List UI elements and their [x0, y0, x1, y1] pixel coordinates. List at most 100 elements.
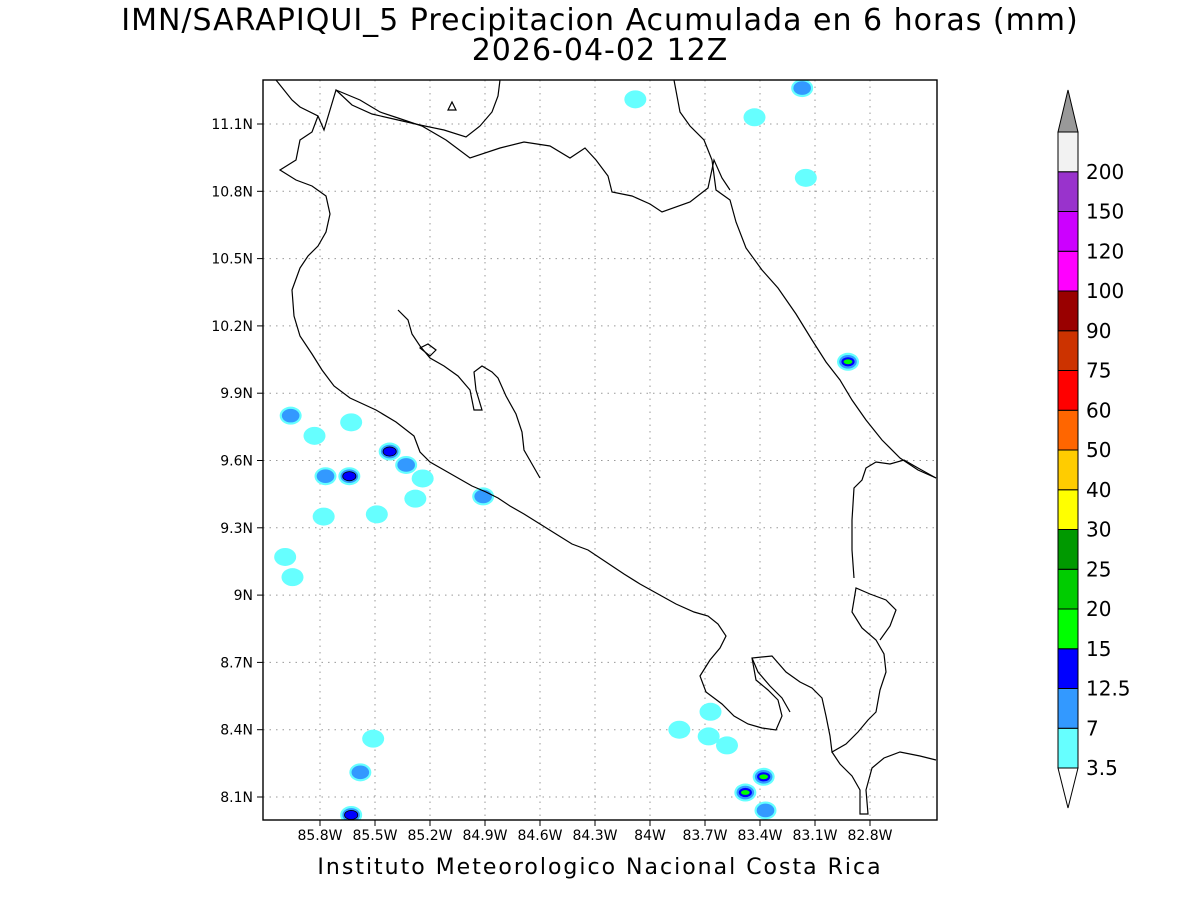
lat-tick-label: 9.9N: [220, 386, 253, 402]
colorbar-swatch: [1057, 529, 1079, 570]
precip-contour-3_5: [281, 568, 304, 587]
precip-contour-15: [843, 359, 853, 365]
precip-cell: [404, 489, 427, 508]
lon-tick-label: 85.5W: [352, 828, 397, 844]
precip-contour-3_5: [743, 108, 766, 127]
map-title: IMN/SARAPIQUI_5 Precipitacion Acumulada …: [121, 3, 1079, 38]
colorbar-label: 50: [1086, 438, 1111, 462]
lon-tick-label: 84.3W: [572, 828, 617, 844]
precip-contour-3_5: [274, 547, 297, 566]
precip-cell: [303, 426, 326, 445]
lat-tick-label: 8.4N: [220, 723, 253, 739]
precip-cell: [794, 168, 817, 187]
lat-tick-label: 10.2N: [211, 319, 253, 335]
lat-tick-label: 8.1N: [220, 790, 253, 806]
lon-tick-label: 83.7W: [682, 828, 727, 844]
lon-tick-label: 84W: [634, 828, 666, 844]
colorbar-swatch: [1057, 131, 1079, 173]
precip-cell: [668, 720, 691, 739]
precipitation-layer: [274, 80, 859, 820]
precip-contour-7: [351, 765, 370, 780]
colorbar-label: 20: [1086, 597, 1111, 621]
map-date-subtitle: 2026-04-02 12Z: [471, 33, 729, 68]
precip-cell: [716, 736, 738, 755]
precip-contour-12_5: [344, 809, 359, 820]
precip-contour-3_5: [340, 413, 363, 432]
lon-tick-label: 83.1W: [792, 828, 837, 844]
colorbar-swatch: [1057, 290, 1079, 332]
lon-tick-label: 85.2W: [407, 828, 452, 844]
island-outline: [447, 100, 457, 111]
lat-lon-grid: [263, 80, 937, 820]
gulf-island: [418, 343, 437, 357]
lat-tick-label: 9.6N: [220, 454, 253, 470]
precipitation-colorbar: 3.5 7 12.5 15 20 25 30 40 50 60 75 90 100 120 150 200: [1057, 89, 1131, 809]
colorbar-label: 90: [1086, 319, 1111, 343]
colorbar-swatch: [1057, 688, 1079, 729]
precip-contour-12_5: [342, 471, 357, 482]
precip-cell: [281, 568, 304, 587]
precip-cell: [699, 702, 722, 721]
lat-tick-label: 8.7N: [220, 655, 253, 671]
colorbar-label: 75: [1086, 359, 1111, 383]
colorbar-label: 150: [1086, 200, 1124, 224]
precip-cell: [752, 767, 775, 786]
colorbar-swatch: [1057, 727, 1079, 769]
precip-contour-7: [793, 81, 811, 95]
precip-contour-3_5: [365, 505, 388, 524]
precip-cell: [279, 406, 302, 425]
colorbar-swatch: [1057, 370, 1079, 411]
colorbar-swatch: [1057, 608, 1079, 650]
lat-tick-label: 10.5N: [211, 252, 253, 268]
precip-contour-7: [474, 489, 492, 504]
precip-contour-7: [281, 408, 300, 423]
precip-cell: [395, 455, 418, 474]
precip-contour-3_5: [411, 469, 434, 488]
colorbar-swatch: [1057, 489, 1079, 530]
colorbar-label: 30: [1086, 518, 1111, 542]
colorbar-swatch: [1057, 648, 1079, 689]
lat-tick-label: 9N: [234, 588, 253, 604]
gulf-of-nicoya: [397, 309, 541, 479]
lake-shore: [335, 89, 731, 213]
precip-contour-3_5: [697, 727, 720, 746]
colorbar-label: 15: [1086, 637, 1111, 661]
lat-tick-label: 11.1N: [211, 117, 253, 133]
panama-border: [851, 459, 937, 579]
colorbar-label: 120: [1086, 239, 1124, 263]
colorbar-swatch: [1057, 330, 1079, 371]
precip-cell: [754, 801, 777, 820]
precip-cell: [314, 467, 337, 486]
coastline-pacific: [278, 115, 897, 753]
precip-cell: [791, 80, 814, 98]
coastline-caribbean: [673, 80, 937, 479]
osa-peninsula: [751, 657, 791, 713]
colorbar-label: 3.5: [1086, 756, 1118, 780]
lat-tick-label: 10.8N: [211, 184, 253, 200]
coastline-panama: [831, 751, 937, 815]
precip-cell: [338, 467, 361, 486]
precip-contour-7: [397, 458, 415, 472]
lon-tick-label: 82.8W: [847, 828, 892, 844]
colorbar-swatch: [1057, 250, 1079, 292]
precip-cell: [365, 505, 388, 524]
coastline-north: [275, 80, 501, 138]
colorbar-swatch: [1057, 211, 1079, 252]
colorbar-above-triangle: [1057, 89, 1079, 133]
map-frame: [262, 79, 938, 821]
lon-tick-label: 85.8W: [297, 828, 342, 844]
colorbar-swatch: [1057, 449, 1079, 491]
precip-cell: [697, 727, 720, 746]
precip-cell: [312, 507, 335, 526]
precip-contour-3_5: [716, 736, 738, 755]
precip-cell: [362, 729, 385, 748]
lon-tick-label: 84.6W: [517, 828, 562, 844]
precip-contour-3_5: [312, 507, 335, 526]
lon-tick-label: 83.4W: [737, 828, 782, 844]
colorbar-label: 100: [1086, 279, 1124, 303]
precip-contour-3_5: [668, 720, 691, 739]
precip-cell: [349, 763, 372, 782]
colorbar-label: 200: [1086, 160, 1124, 184]
lon-tick-label: 84.9W: [462, 828, 507, 844]
